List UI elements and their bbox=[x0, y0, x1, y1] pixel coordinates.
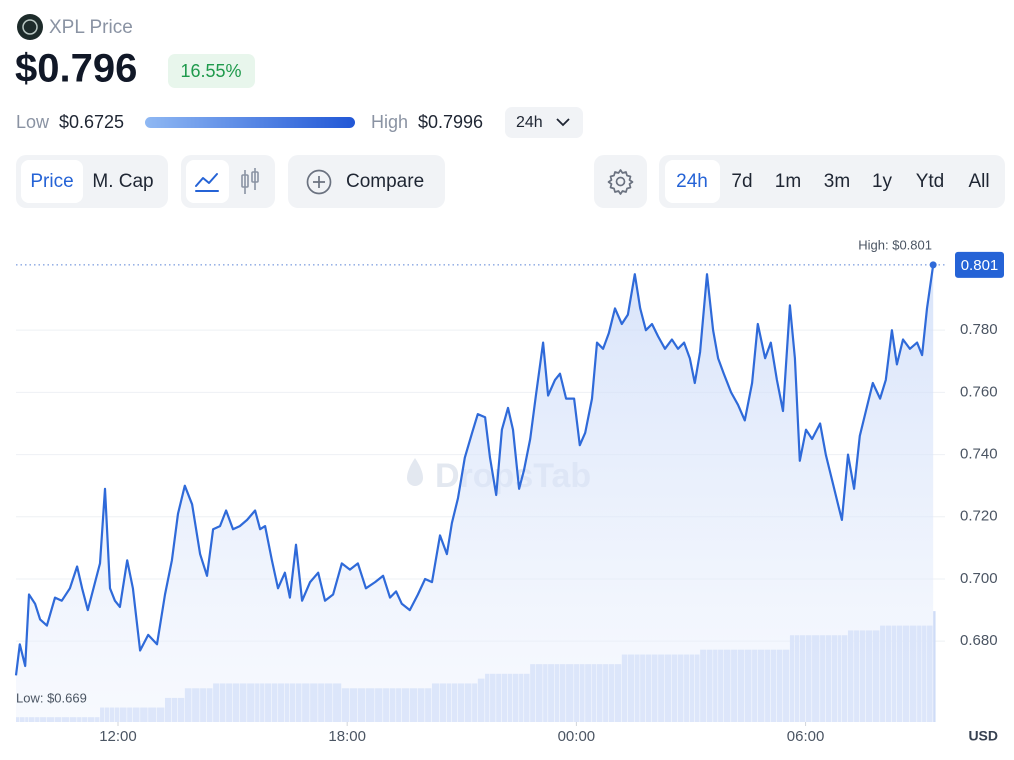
coin-title: XPL Price bbox=[49, 17, 133, 38]
compare-icon bbox=[306, 169, 332, 195]
range-1m[interactable]: 1m bbox=[775, 171, 801, 192]
current-value: 0.801 bbox=[961, 257, 999, 274]
compare-button[interactable] bbox=[288, 155, 445, 208]
chart: DropsTab 0.6800.7000.7200.7400.7600.780H… bbox=[14, 237, 1004, 745]
line-icon bbox=[195, 173, 219, 192]
settings-button[interactable] bbox=[594, 155, 647, 208]
current-value-badge bbox=[955, 251, 1004, 278]
high-label: High bbox=[371, 112, 408, 132]
high-label: High: $0.801 bbox=[858, 237, 932, 252]
dropdown-box[interactable] bbox=[505, 107, 583, 138]
x-tick-label: 00:00 bbox=[558, 728, 596, 745]
price-area bbox=[16, 264, 934, 722]
dropdown-text[interactable]: 24h bbox=[516, 114, 543, 131]
coin-logo bbox=[17, 14, 43, 40]
change-badge bbox=[168, 54, 255, 88]
price-line bbox=[14, 264, 935, 676]
volume-bar bbox=[933, 611, 936, 722]
low-value: $0.6725 bbox=[59, 112, 124, 132]
x-tick-label: 06:00 bbox=[787, 728, 825, 745]
toolbar: Price M. Cap Compare 24h 7d 1m 3m 1y Ytd… bbox=[16, 155, 1005, 208]
range-1y[interactable]: 1y bbox=[872, 171, 893, 192]
y-tick-label: 0.720 bbox=[960, 508, 998, 525]
low-label: Low: $0.669 bbox=[16, 690, 87, 705]
coin-logo-ring bbox=[22, 19, 38, 35]
range-7d[interactable]: 7d bbox=[731, 171, 752, 192]
compare-plus bbox=[313, 176, 325, 188]
compare-text[interactable]: Compare bbox=[346, 171, 424, 192]
y-tick-label: 0.780 bbox=[960, 321, 998, 338]
candle-icon[interactable] bbox=[241, 168, 259, 194]
range-24h[interactable]: 24h bbox=[676, 171, 708, 192]
header: XPL Price $0.796 16.55% Low $0.6725 High… bbox=[15, 14, 583, 138]
y-tick-label: 0.740 bbox=[960, 446, 998, 463]
y-tick-label: 0.680 bbox=[960, 632, 998, 649]
view-active[interactable] bbox=[21, 160, 83, 203]
low-label: Low bbox=[16, 112, 50, 132]
y-tick-label: 0.760 bbox=[960, 383, 998, 400]
range-all[interactable]: All bbox=[968, 171, 989, 192]
y-tick-label: 0.700 bbox=[960, 570, 998, 587]
high-value: $0.7996 bbox=[418, 112, 483, 132]
price: $0.796 bbox=[15, 47, 137, 91]
range-group bbox=[659, 155, 1005, 208]
x-tick-label: 12:00 bbox=[99, 728, 137, 745]
view-price[interactable]: Price bbox=[30, 171, 73, 192]
gear-icon bbox=[607, 169, 634, 195]
watermark-icon bbox=[407, 458, 423, 486]
dropdown-chevron bbox=[556, 118, 570, 127]
last-point bbox=[929, 261, 937, 269]
range-ytd[interactable]: Ytd bbox=[916, 171, 945, 192]
x-tick-label: 18:00 bbox=[328, 728, 366, 745]
view-mcap[interactable]: M. Cap bbox=[92, 171, 153, 192]
range-active[interactable] bbox=[665, 160, 720, 203]
range-dropdown[interactable]: 24h bbox=[505, 107, 583, 138]
change: 16.55% bbox=[180, 61, 241, 81]
range-bar bbox=[145, 117, 355, 128]
unit-label: USD bbox=[968, 728, 998, 744]
range-3m[interactable]: 3m bbox=[824, 171, 850, 192]
